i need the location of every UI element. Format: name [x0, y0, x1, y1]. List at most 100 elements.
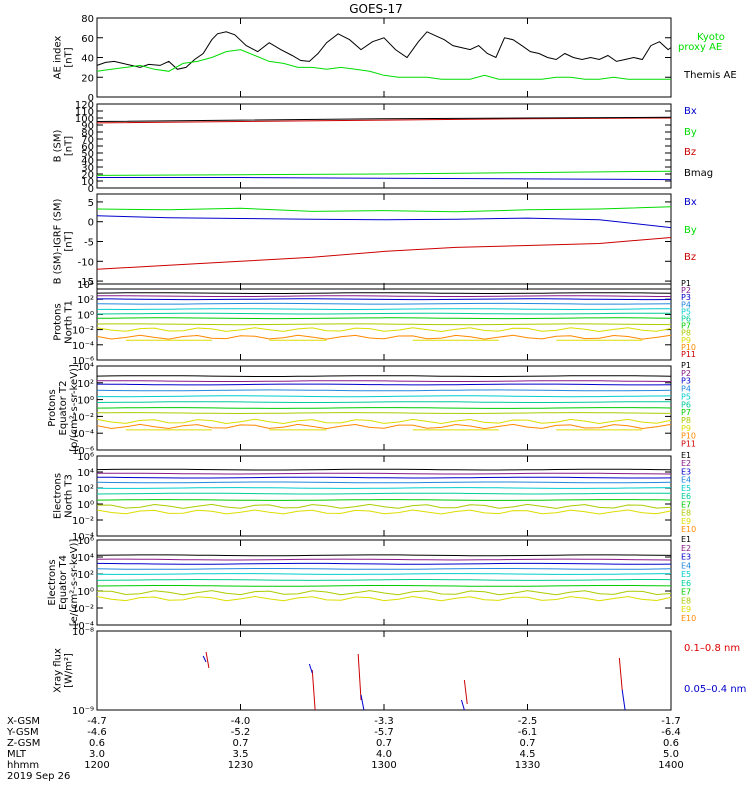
x-tick-value: 1400: [658, 760, 683, 771]
y-axis-label: Electrons: [53, 473, 64, 519]
legend-entry: P7: [681, 408, 691, 417]
legend-entry: P9: [681, 336, 691, 345]
y-tick-label: 80: [81, 14, 94, 25]
y-tick-label: 20: [81, 73, 94, 84]
x-tick-value: 3.0: [89, 749, 105, 760]
x-tick-value: -1.7: [661, 716, 681, 727]
y-tick-label: 110: [75, 107, 94, 118]
y-tick-label: 0: [88, 184, 94, 195]
y-tick-label: 10⁻²: [72, 516, 94, 527]
channel-line-P7: [96, 317, 672, 320]
y-axis-label: B (SM)-IGRF (SM): [53, 199, 64, 285]
series-line-0: [96, 117, 672, 124]
panel-xray: 10⁻⁸ 10⁻⁹ Xray flux [W/m²] 0.1–0.8 nm 0.05–0.…: [53, 627, 747, 717]
legend-entry: E4: [681, 476, 691, 485]
date-label: 2019 Sep 26: [7, 771, 70, 782]
y-tick-label: 10⁻⁴: [72, 621, 94, 632]
y-tick-label: 10⁻⁶: [72, 356, 94, 367]
y-axis-label: Equator T2: [58, 381, 69, 436]
legend-entry: E4: [681, 561, 691, 570]
xray-spike: [461, 699, 465, 711]
legend-bsm: Bx By Bz Bmag: [684, 106, 713, 179]
y-axis-label: B (SM): [53, 129, 64, 162]
legend-entry: P2: [681, 369, 691, 378]
legend-entry: E5: [681, 570, 691, 579]
legend-entry: P8: [681, 329, 691, 338]
y-tick-label: 10²: [77, 570, 94, 581]
channel-line-P3: [97, 298, 672, 301]
legend-entry: 0.05–0.4 nm: [684, 684, 746, 695]
panel-frame: [96, 17, 672, 98]
y-tick-label: 10⁰: [77, 500, 94, 511]
channel-line-E5: [96, 573, 672, 575]
y-tick-label: 10⁻⁴: [72, 532, 94, 543]
channel-line-E8: [97, 590, 672, 596]
x-tick-value: 0.7: [520, 738, 536, 749]
panel-frame: [96, 539, 672, 626]
legend-entry: P4: [681, 385, 691, 394]
y-tick-label: 10⁻²: [72, 604, 94, 615]
channel-line-P7: [96, 407, 672, 409]
legend-entry: P9: [681, 424, 691, 433]
legend-entry: Kyoto: [697, 32, 725, 43]
xray-spike: [621, 689, 626, 711]
legend-entry: Bz: [684, 252, 696, 263]
legend-entry: P1: [681, 279, 691, 288]
x-tick-value: 1330: [515, 760, 540, 771]
y-tick-label: 10⁴: [77, 468, 94, 479]
x-tick-value: 1200: [84, 760, 109, 771]
channel-line-P3: [96, 383, 672, 386]
xray-spike: [463, 679, 468, 705]
legend-entry: P4: [681, 300, 691, 309]
y-tick-label: 40: [81, 156, 94, 167]
y-tick-label: 5: [88, 198, 94, 209]
x-tick-value: -4.0: [231, 716, 251, 727]
y-tick-label: 120: [75, 100, 94, 111]
y-axis-label: North T3: [64, 474, 75, 518]
x-tick-value: -4.7: [87, 716, 107, 727]
y-axis-label: [nT]: [64, 231, 75, 251]
legend-entry: E1: [681, 451, 691, 460]
series-line-2: [96, 237, 672, 270]
panel-bigrf: -15 -10 -5 0 5 B (SM)-IGRF (SM) [nT] Bx By Bz: [53, 193, 697, 290]
y-axis-label: Equator T4: [58, 555, 69, 610]
x-tick-value: -5.2: [231, 727, 251, 738]
x-row-label: Z-GSM: [7, 738, 40, 749]
legend-entry: P8: [681, 416, 691, 425]
legend-entry: E6: [681, 492, 691, 501]
channel-line-P4: [96, 302, 672, 305]
y-tick-label: 10⁶: [77, 452, 94, 463]
y-tick-label: 10²: [77, 379, 94, 390]
channel-line-P10: [96, 423, 672, 430]
xray-spike: [202, 655, 207, 663]
y-tick-label: 40: [81, 54, 94, 65]
legend-entry: P7: [681, 322, 691, 331]
y-axis-label: [e/(cm²-s-sr-keV)]: [69, 539, 80, 627]
x-tick-value: 0.6: [89, 738, 105, 749]
y-tick-label: 10⁰: [77, 310, 94, 321]
channel-line-E1: [96, 554, 672, 557]
x-tick-value: -5.7: [374, 727, 394, 738]
legend-entry: P3: [681, 293, 691, 302]
xray-spike: [360, 694, 365, 711]
x-tick-value: 5.0: [663, 749, 679, 760]
y-axis-label: [nT]: [64, 136, 75, 156]
legend-entry: E9: [681, 517, 691, 526]
legend-entry: P1: [681, 361, 691, 370]
channel-line-P6: [96, 401, 672, 403]
y-tick-label: 0: [88, 218, 94, 229]
x-row-label: X-GSM: [7, 716, 40, 727]
channel-line-P1: [96, 292, 672, 294]
y-tick-label: 50: [81, 149, 94, 160]
panel-frame: [96, 455, 672, 537]
channel-line-E9: [96, 595, 672, 602]
y-axis-label: [W/m²]: [64, 653, 75, 688]
legend-entry: P5: [681, 392, 691, 401]
y-axis-label: Xray flux: [53, 648, 64, 693]
figure-title: GOES-17: [349, 2, 403, 16]
channel-line-E1: [96, 468, 672, 471]
